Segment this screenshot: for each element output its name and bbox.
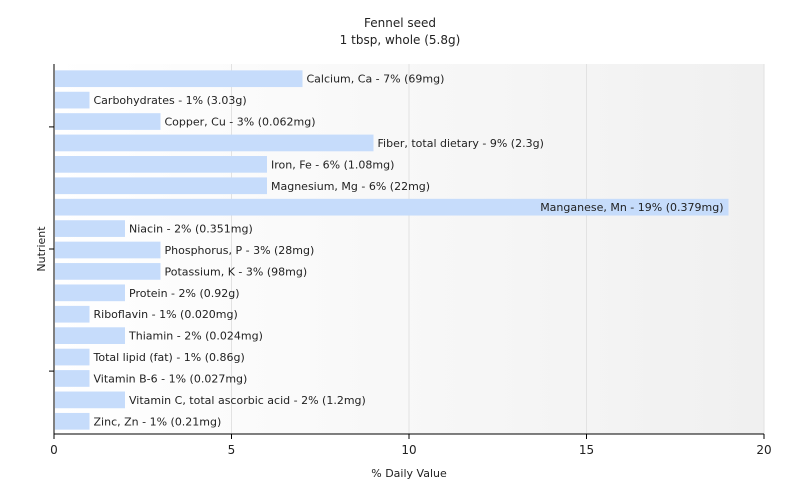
bar-labels: Calcium, Ca - 7% (69mg) Carbohydrates - 1…	[93, 73, 724, 429]
bar-label: Vitamin C, total ascorbic acid - 2% (1.2…	[129, 394, 366, 407]
bar-label: Potassium, K - 3% (98mg)	[165, 265, 308, 278]
bar-label: Niacin - 2% (0.351mg)	[129, 223, 253, 236]
bar-label: Copper, Cu - 3% (0.062mg)	[165, 116, 316, 129]
bar	[55, 134, 374, 152]
axes: 0 5 10 15 20	[49, 64, 772, 457]
bars	[55, 70, 729, 430]
bar-label: Phosphorus, P - 3% (28mg)	[165, 244, 315, 257]
x-tick-label: 5	[228, 443, 236, 457]
bar-label: Calcium, Ca - 7% (69mg)	[307, 73, 445, 86]
bar-label: Riboflavin - 1% (0.020mg)	[94, 308, 238, 321]
bar	[55, 391, 125, 409]
bar	[55, 327, 125, 344]
bar	[55, 284, 125, 302]
x-tick-label: 10	[401, 443, 416, 457]
chart-subtitle: 1 tbsp, whole (5.8g)	[340, 33, 461, 47]
bar	[55, 70, 303, 88]
chart-title: Fennel seed	[364, 16, 436, 30]
bar-label: Zinc, Zn - 1% (0.21mg)	[94, 415, 222, 428]
bar-label: Total lipid (fat) - 1% (0.86g)	[93, 351, 245, 364]
bar	[55, 113, 161, 130]
bar	[55, 348, 90, 366]
bar	[55, 177, 267, 195]
grid-lines	[231, 64, 765, 434]
bar	[55, 305, 90, 323]
x-tick-label: 20	[756, 443, 771, 457]
x-tick-label: 15	[579, 443, 594, 457]
bar-label: Vitamin B-6 - 1% (0.027mg)	[94, 372, 248, 385]
bar-label: Fiber, total dietary - 9% (2.3g)	[378, 137, 544, 150]
bar-label: Magnesium, Mg - 6% (22mg)	[271, 180, 430, 193]
bar	[55, 91, 90, 109]
bar	[55, 241, 161, 259]
x-tick-label: 0	[50, 443, 58, 457]
bar-label: Thiamin - 2% (0.024mg)	[128, 330, 263, 343]
bar-label: Manganese, Mn - 19% (0.379mg)	[540, 201, 723, 214]
bar	[55, 370, 90, 387]
bar	[55, 198, 729, 216]
bar-label: Protein - 2% (0.92g)	[129, 287, 240, 300]
bar	[55, 412, 90, 430]
y-axis-label: Nutrient	[35, 226, 48, 272]
bar	[55, 156, 267, 173]
bar-label: Carbohydrates - 1% (3.03g)	[94, 94, 247, 107]
bar	[55, 220, 125, 237]
bar-label: Iron, Fe - 6% (1.08mg)	[271, 158, 394, 171]
x-axis-label: % Daily Value	[371, 467, 447, 480]
bar	[55, 263, 161, 280]
